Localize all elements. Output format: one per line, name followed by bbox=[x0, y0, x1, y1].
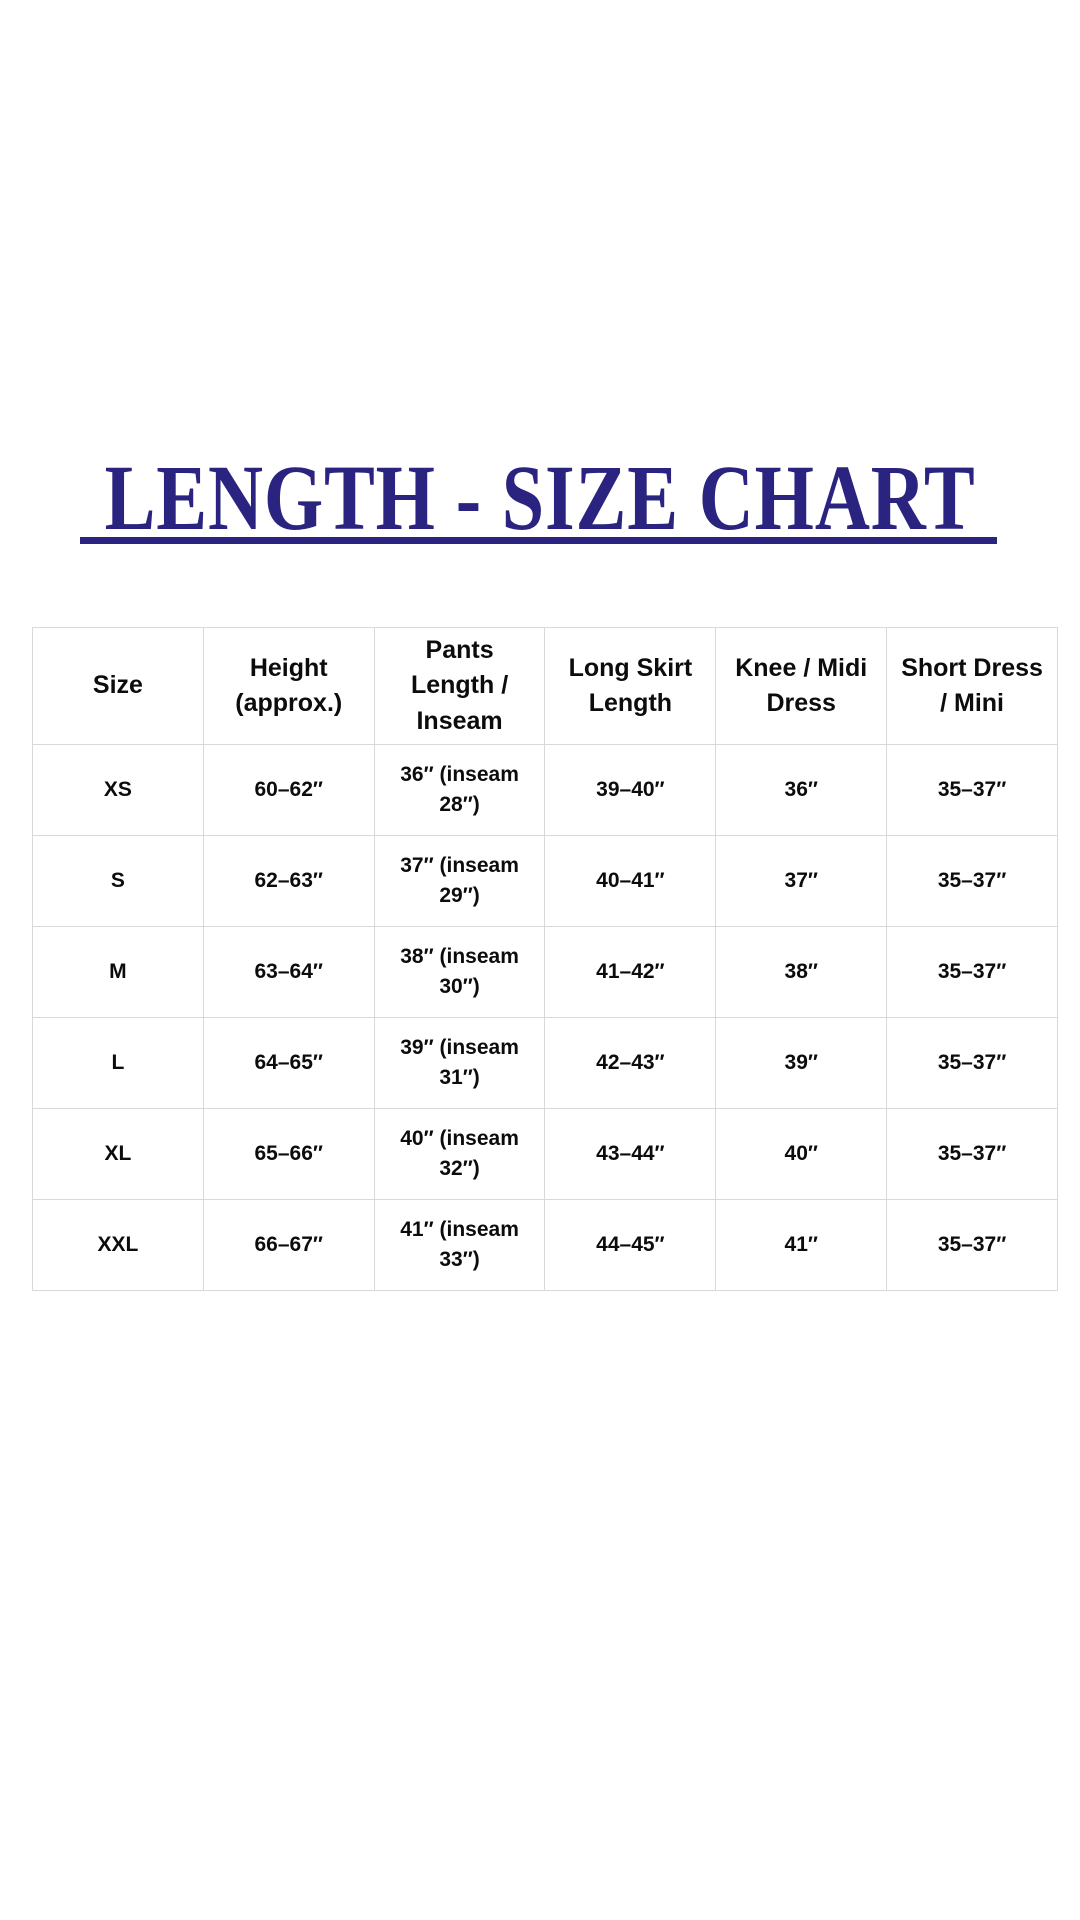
table-row-m: M 63–64″ 38″ (inseam 30″) 41–42″ 38″ 35–… bbox=[32, 926, 1058, 1018]
table-header-row: Size Height (approx.) Pants Length / Ins… bbox=[32, 627, 1058, 745]
column-header-short-dress: Short Dress / Mini bbox=[886, 627, 1058, 745]
table-cell: 37″ bbox=[715, 835, 888, 927]
table-cell: 62–63″ bbox=[202, 835, 375, 927]
table-cell: 39–40″ bbox=[544, 744, 717, 836]
size-cell: XS bbox=[32, 744, 204, 836]
table-row-xs: XS 60–62″ 36″ (inseam 28″) 39–40″ 36″ 35… bbox=[32, 744, 1058, 836]
table-row-s: S 62–63″ 37″ (inseam 29″) 40–41″ 37″ 35–… bbox=[32, 835, 1058, 927]
table-cell: 60–62″ bbox=[202, 744, 375, 836]
length-size-chart-table: Size Height (approx.) Pants Length / Ins… bbox=[32, 627, 1058, 1291]
column-header-long-skirt: Long Skirt Length bbox=[544, 627, 717, 745]
table-cell: 35–37″ bbox=[886, 744, 1058, 836]
table-cell: 37″ (inseam 29″) bbox=[373, 835, 546, 927]
table-cell: 66–67″ bbox=[202, 1199, 375, 1291]
table-cell: 36″ bbox=[715, 744, 888, 836]
table-cell: 35–37″ bbox=[886, 1108, 1058, 1200]
table-cell: 35–37″ bbox=[886, 835, 1058, 927]
table-cell: 43–44″ bbox=[544, 1108, 717, 1200]
size-cell: L bbox=[32, 1017, 204, 1109]
table-cell: 35–37″ bbox=[886, 1017, 1058, 1109]
table-cell: 65–66″ bbox=[202, 1108, 375, 1200]
title-underline bbox=[80, 537, 997, 544]
table-row-xxl: XXL 66–67″ 41″ (inseam 33″) 44–45″ 41″ 3… bbox=[32, 1199, 1058, 1291]
table-cell: 63–64″ bbox=[202, 926, 375, 1018]
table-cell: 64–65″ bbox=[202, 1017, 375, 1109]
table-row-l: L 64–65″ 39″ (inseam 31″) 42–43″ 39″ 35–… bbox=[32, 1017, 1058, 1109]
column-header-pants-length: Pants Length / Inseam bbox=[373, 627, 546, 745]
size-cell: S bbox=[32, 835, 204, 927]
table-cell: 42–43″ bbox=[544, 1017, 717, 1109]
table-cell: 36″ (inseam 28″) bbox=[373, 744, 546, 836]
table-row-xl: XL 65–66″ 40″ (inseam 32″) 43–44″ 40″ 35… bbox=[32, 1108, 1058, 1200]
table-cell: 41″ bbox=[715, 1199, 888, 1291]
table-cell: 38″ bbox=[715, 926, 888, 1018]
table-cell: 38″ (inseam 30″) bbox=[373, 926, 546, 1018]
table-cell: 40–41″ bbox=[544, 835, 717, 927]
column-header-knee-midi: Knee / Midi Dress bbox=[715, 627, 888, 745]
size-cell: XL bbox=[32, 1108, 204, 1200]
column-header-height: Height (approx.) bbox=[202, 627, 375, 745]
size-cell: XXL bbox=[32, 1199, 204, 1291]
size-cell: M bbox=[32, 926, 204, 1018]
table-cell: 40″ bbox=[715, 1108, 888, 1200]
page-title-text: LENGTH - SIZE CHART bbox=[104, 447, 976, 550]
table-cell: 41–42″ bbox=[544, 926, 717, 1018]
table-cell: 44–45″ bbox=[544, 1199, 717, 1291]
table-cell: 35–37″ bbox=[886, 1199, 1058, 1291]
column-header-size: Size bbox=[32, 627, 204, 745]
table-cell: 39″ bbox=[715, 1017, 888, 1109]
table-cell: 40″ (inseam 32″) bbox=[373, 1108, 546, 1200]
table-cell: 35–37″ bbox=[886, 926, 1058, 1018]
table-cell: 41″ (inseam 33″) bbox=[373, 1199, 546, 1291]
table-cell: 39″ (inseam 31″) bbox=[373, 1017, 546, 1109]
page-title: LENGTH - SIZE CHART bbox=[0, 452, 1080, 545]
